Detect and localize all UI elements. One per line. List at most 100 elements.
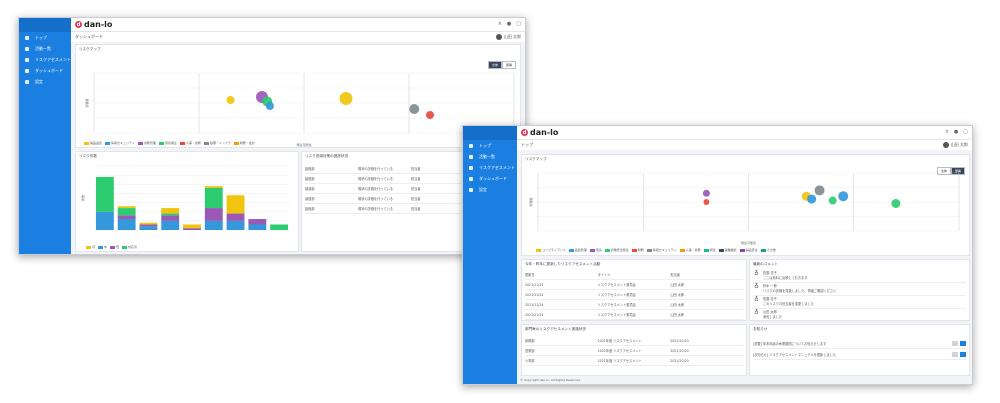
notice-primary-button[interactable] — [960, 351, 966, 357]
risk-map-chart: 発生可能性 影響度 — [84, 72, 515, 147]
sidebar-item[interactable]: ダッシュボード — [19, 65, 71, 76]
measure-title: リスク低減対策の進捗状況 — [305, 154, 349, 158]
comment-text: ここは資料に反映しておきます — [763, 276, 808, 280]
y-axis-label: 影響度 — [84, 98, 89, 107]
notice-text: [重要] 年末年始の休業期間についてお知らせします — [753, 341, 827, 346]
table-cell: 担当者 — [411, 197, 421, 201]
legend-item: 財務 — [631, 248, 644, 252]
home-icon — [469, 143, 473, 148]
sidebar-item[interactable]: トップ — [19, 32, 71, 43]
comment-item[interactable]: ♁ 鈴木 一郎 リスクの評価を見直しました。再度ご確認ください — [753, 283, 966, 296]
notice-primary-button[interactable] — [960, 340, 966, 346]
sidebar-item[interactable]: リスクアセスメント — [463, 162, 517, 173]
avatar — [942, 142, 949, 148]
table-row[interactable]: 2021/11/24 リスクアセスメント委員会 山田 太郎 — [525, 310, 743, 320]
table-row[interactable]: 2021/11/24 リスクアセスメント委員会 山田 太郎 — [525, 300, 743, 310]
legend-label: 労務管理 — [143, 141, 156, 145]
notice-item[interactable]: [お知らせ] リスクアセスメントマニュアルを更新しました — [753, 349, 966, 360]
table-cell: 2021/11/24 — [525, 312, 544, 317]
legend-label: 労働安全衛生 — [610, 248, 629, 252]
user-icon[interactable]: ● — [506, 21, 512, 27]
sidebar-item[interactable]: 設定 — [463, 184, 517, 195]
table-row[interactable]: 営業部 2021年度 リスクアセスメント 2021/10/20 — [525, 346, 743, 356]
risk-bubble — [226, 96, 235, 104]
table-cell: 担当者 — [411, 187, 421, 191]
sidebar: トップ 活動一覧 リスクアセスメント ダッシュボード 設定 — [19, 18, 71, 254]
bar-segment — [248, 219, 267, 225]
sidebar-item[interactable]: 設定 — [19, 76, 71, 87]
avatar — [495, 34, 502, 40]
user-menu[interactable]: 山田 太郎 — [495, 34, 521, 40]
table-cell: リスクアセスメント委員会 — [597, 293, 636, 297]
table-row[interactable]: 2021/11/24 リスクアセスメント委員会 山田 太郎 — [525, 280, 743, 290]
legend-item: 情報セキュリティ — [646, 248, 677, 252]
notice-secondary-button[interactable] — [952, 340, 958, 346]
bar-segment — [183, 228, 201, 230]
user-icon[interactable]: ● — [953, 129, 959, 135]
legend-swatch — [718, 248, 724, 252]
comment-text: 承知しました — [763, 315, 783, 319]
comment-author: 佐藤 花子 — [763, 271, 777, 275]
sidebar-item[interactable]: リスクアセスメント — [19, 54, 71, 65]
table-cell: 山田 太郎 — [670, 303, 685, 307]
table-row[interactable]: 2021/11/24 リスクアセスメント委員会 山田 太郎 — [525, 290, 743, 300]
bar-segment — [117, 206, 136, 209]
legend-item: 品質管理 — [568, 248, 587, 252]
bar-segment — [95, 211, 114, 230]
table-cell: 2021年度 リスクアセスメント — [597, 349, 642, 353]
notice-text: [お知らせ] リスクアセスメントマニュアルを更新しました — [753, 352, 836, 357]
sidebar-item[interactable]: 活動一覧 — [463, 151, 517, 162]
legend-item: 設備・インフラ — [203, 141, 231, 145]
sidebar-item[interactable]: 活動一覧 — [19, 43, 71, 54]
toggle-dept[interactable]: 部署 — [950, 167, 965, 175]
comment-item[interactable]: ♁ 佐藤 花子 ここは資料に反映しておきます — [753, 270, 966, 283]
logo-mark: d — [521, 129, 528, 136]
sidebar-item[interactable]: トップ — [463, 140, 517, 151]
bar-segment — [161, 208, 180, 214]
notice-item[interactable]: [重要] 年末年始の休業期間についてお知らせします — [753, 338, 966, 349]
legend-swatch — [568, 248, 574, 252]
risk-count-chart: 件数 — [80, 165, 290, 231]
comment-author: 山田 太郎 — [763, 310, 777, 314]
bell-icon[interactable]: ▢ — [516, 21, 521, 27]
logo-text: dan-lo — [530, 128, 559, 137]
comment-body: 佐藤 花子 このリスクの担当者を変更しました — [763, 296, 814, 306]
toggle-all[interactable]: 全体 — [487, 61, 502, 69]
comment-item[interactable]: ♁ 山田 太郎 承知しました — [753, 309, 966, 322]
risk-map-title: リスクマップ — [525, 157, 547, 161]
table-cell: 2021/11/24 — [525, 292, 544, 297]
legend-label: 環境 — [595, 248, 602, 252]
legend-item: 労務管理 — [137, 141, 156, 145]
footer: © Copyright dan-lo. All Rights Reserved. — [520, 378, 581, 382]
logo[interactable]: d dan-lo — [521, 128, 558, 137]
logo[interactable]: d dan-lo — [75, 20, 112, 29]
notice-title: お知らせ — [753, 327, 768, 331]
risk-bubble — [702, 189, 710, 197]
table-row[interactable]: 総務部 2021年度 リスクアセスメント 2021/10/20 — [525, 336, 743, 346]
table-row[interactable]: 人事部 2021年度 リスクアセスメント 2021/10/20 — [525, 356, 743, 366]
legend-swatch — [760, 248, 766, 252]
legend-item: 労働安全衛生 — [604, 248, 629, 252]
comment-user-icon: ♁ — [754, 309, 759, 316]
table-cell: 人事部 — [525, 359, 535, 363]
notice-secondary-button[interactable] — [952, 351, 958, 357]
comment-user-icon: ♁ — [754, 270, 759, 277]
comment-item[interactable]: ♁ 佐藤 花子 このリスクの担当者を変更しました — [753, 296, 966, 309]
header-icons: × ● ▢ — [498, 21, 521, 27]
risk-bubble — [807, 194, 817, 204]
toggle-all[interactable]: 全体 — [936, 167, 951, 175]
legend-label: 低 — [116, 245, 120, 249]
legend-item: 人事・労務 — [179, 141, 201, 145]
dept-table: 総務部 2021年度 リスクアセスメント 2021/10/20 営業部 2021年度 リ… — [525, 336, 743, 366]
toggle-dept[interactable]: 部署 — [501, 61, 516, 69]
bar-segment — [204, 208, 223, 221]
risk-map-title: リスクマップ — [79, 47, 101, 51]
close-icon[interactable]: × — [944, 129, 949, 135]
legend-label: 人事・労務 — [185, 141, 201, 145]
sidebar-item[interactable]: ダッシュボード — [463, 173, 517, 184]
user-menu[interactable]: 山田 太郎 — [942, 142, 968, 148]
list-icon — [469, 154, 473, 159]
bell-icon[interactable]: ▢ — [963, 129, 968, 135]
main-area: d dan-lo × ● ▢ トップ 山田 太郎 リスクマップ 全体 部署 発生… — [517, 126, 972, 384]
close-icon[interactable]: × — [497, 21, 502, 27]
